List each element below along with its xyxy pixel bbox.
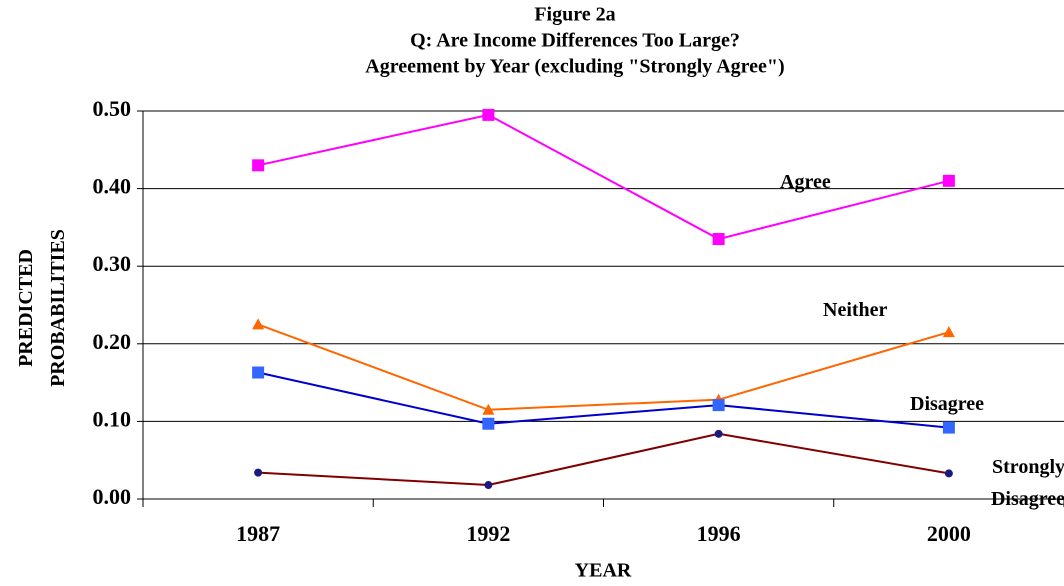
marker — [944, 469, 953, 478]
marker — [714, 429, 723, 438]
marker — [942, 326, 955, 338]
marker — [712, 399, 725, 412]
series-label-box: Disagree — [910, 393, 985, 415]
marker — [712, 233, 725, 246]
series-line — [257, 371, 949, 429]
chart-title: Figure 2a — [534, 4, 615, 26]
y-tick-label: 0.00 — [93, 484, 132, 509]
series-label-box: Neither — [823, 299, 888, 321]
y-tick-label: 0.20 — [93, 329, 132, 354]
marker — [482, 403, 495, 415]
y-axis-label: PREDICTED PROBABILITIES — [15, 229, 69, 387]
series-line — [257, 323, 950, 411]
series-label-box: Agree — [780, 171, 831, 193]
x-tick-label: 2000 — [927, 521, 971, 546]
x-tick-label: 1992 — [466, 521, 510, 546]
y-tick-label: 0.40 — [93, 174, 132, 199]
x-tick-label: 1987 — [236, 521, 280, 546]
marker — [252, 366, 265, 379]
y-tick-label: 0.10 — [93, 406, 132, 431]
marker — [252, 318, 265, 330]
chart-title: Agreement by Year (excluding "Strongly A… — [365, 56, 784, 78]
x-tick-label: 1996 — [697, 521, 741, 546]
y-tick-label: 0.50 — [93, 96, 132, 121]
series-line — [257, 113, 950, 241]
marker — [942, 421, 955, 434]
marker — [482, 417, 495, 430]
y-axis-label-box: PREDICTED PROBABILITIES — [15, 229, 69, 387]
marker — [482, 108, 495, 121]
marker — [252, 159, 265, 172]
series-line — [258, 432, 950, 487]
series-label: Agree — [780, 171, 831, 193]
x-axis-label: YEAR — [575, 560, 632, 582]
series-label: Neither — [823, 299, 888, 321]
series-label: Strongly Disagree — [990, 456, 1064, 510]
y-tick-label: 0.30 — [93, 251, 132, 276]
chart-title: Q: Are Income Differences Too Large? — [410, 30, 740, 52]
marker — [484, 481, 493, 490]
marker — [254, 468, 263, 477]
series-label: Disagree — [910, 393, 985, 415]
marker — [942, 174, 955, 187]
series-label-box: Strongly Disagree — [990, 456, 1064, 510]
